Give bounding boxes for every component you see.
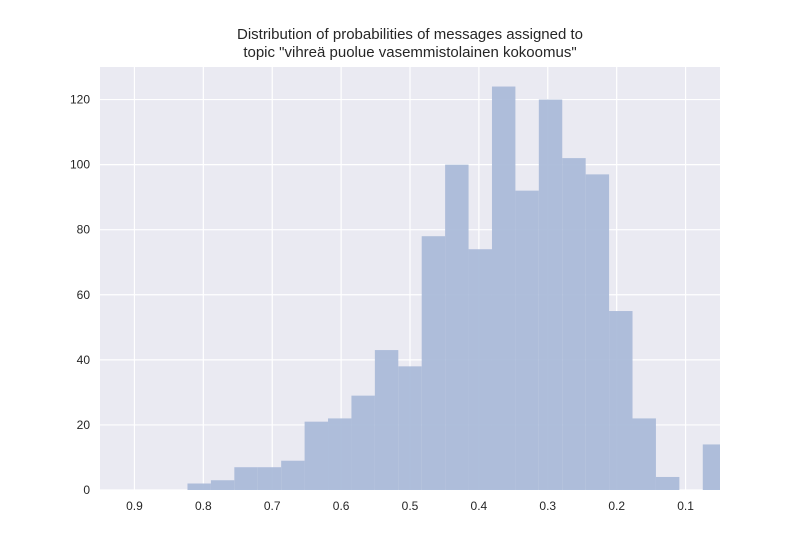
- chart-title-line-2: topic "vihreä puolue vasemmistolainen ko…: [243, 44, 576, 61]
- histogram-bar: [702, 444, 720, 490]
- histogram-bar: [609, 311, 633, 490]
- histogram-bar: [234, 467, 258, 490]
- y-tick-label: 20: [77, 418, 91, 432]
- histogram-bar: [281, 460, 305, 490]
- y-tick-label: 60: [77, 288, 91, 302]
- x-tick-label: 0.3: [539, 499, 556, 513]
- x-axis-tick-labels: 0.9 0.8 0.7 0.6 0.5 0.4 0.3 0.2 0.1: [126, 499, 694, 513]
- chart-title-line-1: Distribution of probabilities of message…: [237, 26, 583, 43]
- chart-title: Distribution of probabilities of message…: [237, 26, 583, 61]
- histogram-bar: [491, 86, 516, 491]
- histogram-bar: [328, 418, 352, 490]
- histogram-bar: [632, 418, 656, 490]
- histogram-bars: [187, 86, 720, 491]
- histogram-bar: [257, 467, 282, 490]
- histogram-bar: [655, 476, 680, 490]
- histogram-bar: [468, 249, 492, 490]
- y-tick-label: 40: [77, 353, 91, 367]
- histogram-bar: [562, 158, 586, 490]
- x-tick-label: 0.1: [677, 499, 694, 513]
- x-tick-label: 0.2: [608, 499, 625, 513]
- histogram-bar: [515, 190, 539, 490]
- histogram-bar: [351, 395, 375, 490]
- x-tick-label: 0.5: [402, 499, 419, 513]
- y-tick-label: 100: [70, 158, 90, 172]
- x-tick-label: 0.4: [471, 499, 488, 513]
- x-tick-label: 0.8: [195, 499, 212, 513]
- histogram-bar: [445, 164, 469, 490]
- histogram-bar: [210, 480, 235, 490]
- x-tick-label: 0.9: [126, 499, 143, 513]
- y-tick-label: 0: [83, 483, 90, 497]
- x-tick-label: 0.7: [264, 499, 281, 513]
- histogram-bar: [374, 350, 399, 490]
- x-tick-label: 0.6: [333, 499, 350, 513]
- histogram-bar: [187, 483, 211, 490]
- histogram-bar: [304, 421, 329, 490]
- histogram-bar: [538, 99, 563, 491]
- histogram-bar: [421, 236, 446, 490]
- y-axis-tick-labels: 0 20 40 60 80 100 120: [70, 93, 90, 497]
- histogram-bar: [398, 366, 422, 490]
- y-tick-label: 80: [77, 223, 91, 237]
- y-tick-label: 120: [70, 93, 90, 107]
- histogram-bar: [585, 174, 610, 490]
